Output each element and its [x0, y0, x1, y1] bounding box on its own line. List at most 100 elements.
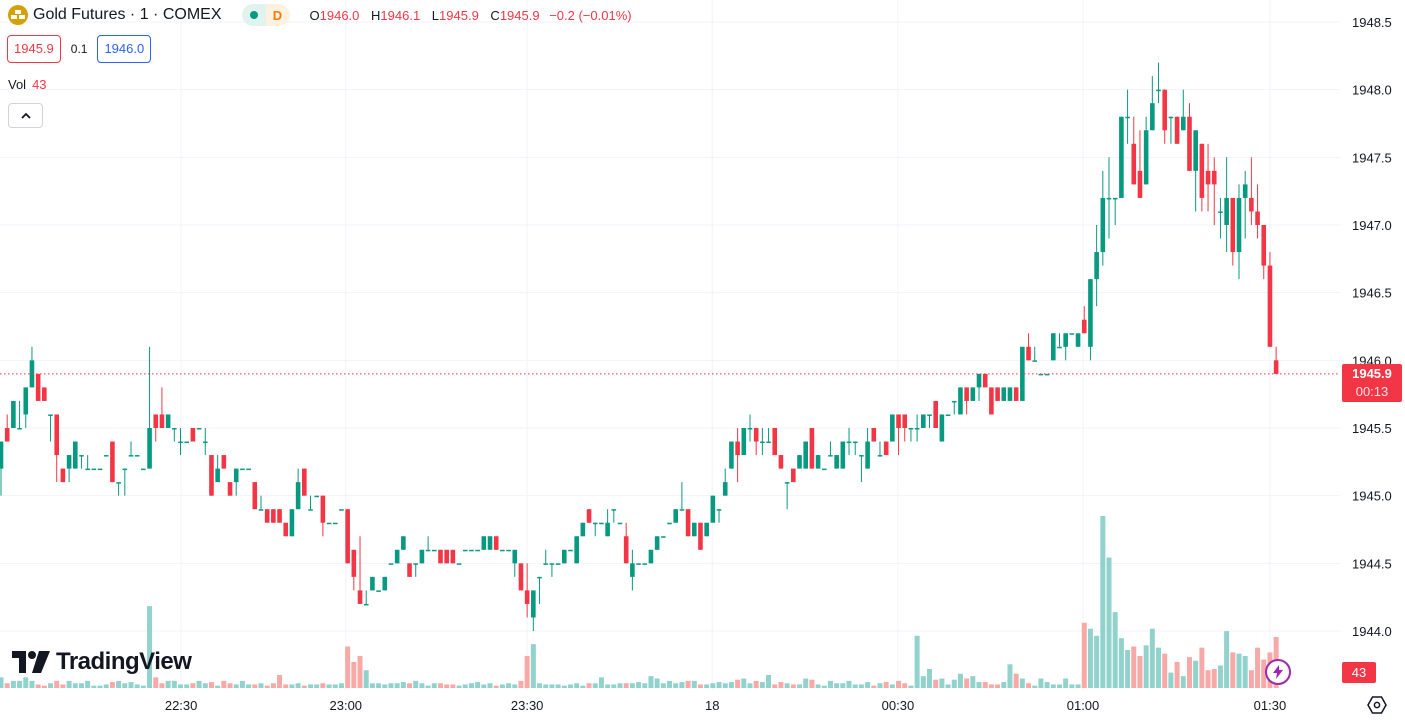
candle-body: [1013, 387, 1019, 401]
symbol-title[interactable]: Gold Futures · 1 · COMEX: [33, 6, 222, 23]
tradingview-logo[interactable]: TradingView: [12, 648, 192, 676]
candle: [685, 509, 691, 537]
candle: [1249, 157, 1254, 225]
volume-bar: [1255, 647, 1261, 688]
volume-bar: [190, 683, 196, 688]
candle: [407, 563, 412, 577]
candle-body: [902, 414, 908, 428]
candle: [1125, 89, 1130, 144]
volume-bar: [72, 683, 78, 688]
candle-body: [444, 549, 449, 564]
candle: [388, 563, 394, 565]
candle-body: [277, 509, 282, 523]
candle: [1193, 130, 1198, 212]
candle: [846, 428, 852, 456]
market-status[interactable]: D: [241, 4, 290, 26]
volume-bar: [437, 683, 443, 688]
candle: [11, 400, 16, 428]
candle: [413, 563, 419, 577]
candle-body: [17, 428, 22, 430]
candle: [271, 509, 276, 523]
volume-bar: [147, 606, 153, 688]
candle-body: [401, 536, 406, 550]
time-axis[interactable]: 22:30 23:00 23:30 18 00:30 01:00 01:30: [165, 698, 1286, 713]
candle: [401, 536, 406, 550]
volume-bar: [178, 684, 184, 688]
volume-bar: [270, 683, 276, 688]
candle: [419, 549, 425, 564]
candle-body: [537, 576, 542, 579]
candle-body: [332, 522, 338, 525]
volume-bar: [394, 683, 400, 688]
candle-body: [184, 441, 189, 444]
volume-bar: [314, 684, 320, 688]
candle: [178, 428, 183, 456]
volume-bar: [1118, 638, 1124, 688]
candle-body: [561, 549, 567, 564]
candle-body: [506, 549, 511, 552]
candle-body: [1168, 116, 1174, 119]
volume-bar: [1217, 665, 1223, 688]
volume-bar: [722, 683, 728, 688]
candle-body: [543, 563, 549, 565]
candle: [351, 549, 357, 591]
candle: [753, 428, 759, 456]
volume-bar: [289, 684, 295, 688]
candle: [506, 549, 511, 552]
volume-bar: [1230, 652, 1236, 688]
candle-body: [710, 495, 716, 523]
last-price-label: 1945.9 00:13: [1342, 364, 1402, 402]
volume-bar: [345, 646, 351, 688]
candle-body: [215, 468, 220, 483]
candle-body: [283, 522, 289, 537]
candle-body: [413, 563, 419, 565]
candle-body: [79, 455, 84, 457]
candle: [23, 387, 29, 428]
candle: [921, 414, 926, 428]
candle-body: [1150, 103, 1155, 131]
candle-body: [1211, 170, 1217, 185]
candle-body: [1180, 116, 1186, 131]
candle: [246, 468, 251, 471]
time-tick-label: 22:30: [165, 698, 198, 713]
candle: [42, 387, 47, 401]
price-axis[interactable]: 1948.51948.01947.51947.01946.51946.01945…: [1352, 15, 1392, 639]
volume-bar: [852, 684, 858, 688]
candle: [691, 522, 697, 537]
volume-bar: [456, 685, 462, 688]
candle: [79, 455, 84, 469]
candle: [469, 549, 474, 552]
candle: [648, 549, 654, 564]
candle-body: [1255, 211, 1260, 225]
candle: [103, 455, 109, 457]
collapse-legend-button[interactable]: [8, 103, 43, 128]
candle: [345, 509, 350, 564]
candle-body: [320, 495, 326, 523]
volume-bar: [122, 683, 128, 688]
price-tick-label: 1945.0: [1352, 489, 1392, 504]
volume-bar: [165, 680, 171, 688]
chart-settings-button[interactable]: [1367, 695, 1387, 720]
candle-body: [871, 428, 877, 442]
candle-body: [116, 482, 121, 484]
candle: [153, 414, 159, 442]
change-value: −0.2 (−0.01%): [549, 7, 632, 23]
volume-bar: [1056, 684, 1062, 688]
volume-bar: [530, 644, 536, 688]
market-open-icon: [241, 4, 266, 26]
volume-bar: [41, 685, 47, 688]
lightning-button[interactable]: [1265, 659, 1291, 685]
candle: [283, 522, 289, 537]
sell-button[interactable]: 1945.9: [7, 35, 61, 63]
candle-body: [264, 509, 270, 523]
candle: [698, 522, 703, 550]
buy-button[interactable]: 1946.0: [97, 35, 152, 63]
candle-body: [797, 455, 802, 469]
candle: [1112, 197, 1118, 225]
candle: [221, 455, 227, 469]
volume-legend[interactable]: Vol 43: [8, 77, 47, 92]
candle-body: [691, 522, 697, 537]
candle-body: [555, 563, 561, 565]
candle-body: [636, 563, 641, 565]
